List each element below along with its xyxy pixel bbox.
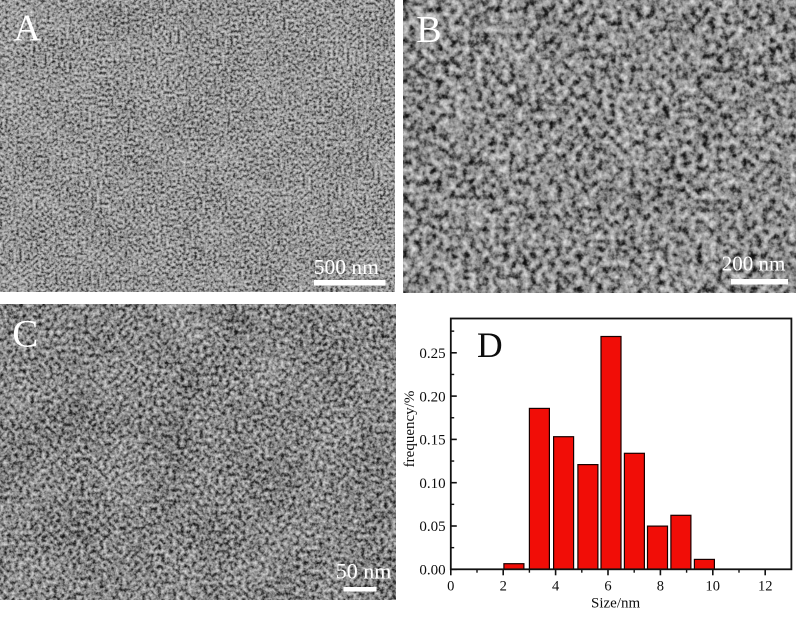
svg-text:4: 4 — [552, 579, 560, 595]
svg-text:6: 6 — [604, 579, 611, 595]
svg-text:500 nm: 500 nm — [314, 255, 379, 279]
svg-text:B: B — [416, 9, 441, 51]
svg-text:D: D — [477, 325, 503, 365]
svg-text:10: 10 — [706, 579, 721, 595]
svg-text:C: C — [12, 312, 38, 355]
svg-text:0.15: 0.15 — [419, 433, 445, 449]
svg-text:Size/nm: Size/nm — [591, 596, 640, 612]
svg-text:0.05: 0.05 — [419, 519, 445, 535]
svg-text:0.10: 0.10 — [419, 476, 445, 492]
svg-text:0.00: 0.00 — [419, 563, 445, 579]
svg-text:12: 12 — [758, 579, 773, 595]
svg-text:8: 8 — [657, 579, 664, 595]
svg-text:50 nm: 50 nm — [336, 558, 392, 583]
svg-text:0.25: 0.25 — [419, 346, 445, 362]
svg-text:0.20: 0.20 — [419, 389, 445, 405]
svg-text:0: 0 — [447, 579, 454, 595]
svg-text:A: A — [13, 7, 41, 49]
svg-text:2: 2 — [500, 579, 507, 595]
svg-text:200 nm: 200 nm — [722, 252, 786, 276]
svg-text:frequency/%: frequency/% — [402, 391, 418, 468]
